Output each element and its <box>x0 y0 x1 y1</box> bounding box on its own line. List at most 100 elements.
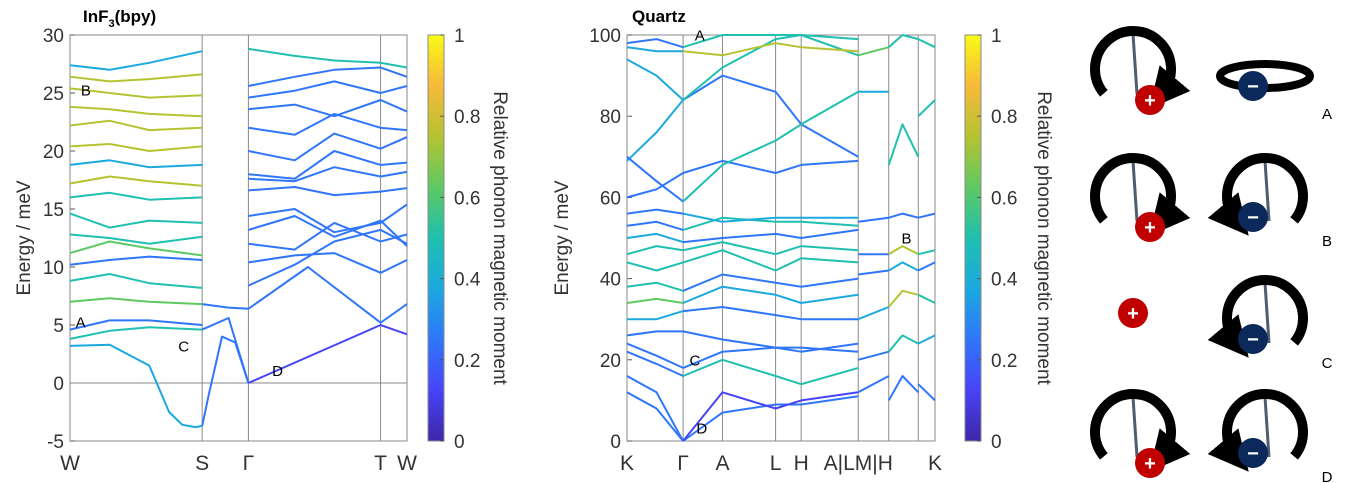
x-tick-label: K <box>928 452 942 475</box>
phonon-band <box>682 358 859 386</box>
y-tick-label: 20 <box>600 351 621 372</box>
row-label: D <box>1322 469 1333 483</box>
positive-charge <box>1135 212 1165 242</box>
y-tick-label: 20 <box>43 142 64 163</box>
phonon-band <box>69 343 203 429</box>
y-axis-label: Energy / meV <box>14 180 35 295</box>
y-tick-label: 15 <box>43 200 64 221</box>
rotation-unit: − <box>1207 152 1308 236</box>
phonon-band <box>69 240 203 257</box>
phonon-band <box>857 375 890 394</box>
x-tick-label: A <box>715 452 729 475</box>
phonon-band <box>626 350 684 377</box>
rotation-arrow <box>1207 152 1308 236</box>
x-tick-label: H <box>794 452 809 475</box>
phonon-band <box>682 216 859 231</box>
chart-title-inf3bpy: InF3(bpy) <box>83 7 156 30</box>
phonon-band <box>858 269 889 276</box>
phonon-band <box>626 232 684 244</box>
phonon-band <box>917 38 936 49</box>
axis-stick <box>1131 33 1139 95</box>
plot-frame <box>69 34 408 442</box>
rotation-diagram: + − A + − B + − C + − D <box>1090 25 1333 483</box>
phonon-band <box>857 306 890 321</box>
phonon-band <box>887 375 920 401</box>
phonon-band <box>248 215 408 247</box>
rotation-arrow <box>1090 152 1191 236</box>
charge-sign: + <box>1144 217 1156 239</box>
phonon-band <box>682 42 859 57</box>
colorbar-tick-label: 0.6 <box>991 188 1017 209</box>
phonon-band <box>626 220 684 231</box>
chart-inf3bpy: InF3(bpy) Energy / meV Relative phonon m… <box>14 7 510 475</box>
colorbar-label: Relative phonon magnetic moment <box>489 91 510 385</box>
phonon-band <box>918 249 936 256</box>
phonon-band <box>626 156 684 203</box>
phonon-band <box>248 166 408 183</box>
axis-stick <box>1131 396 1139 458</box>
y-tick-label: 0 <box>610 432 621 453</box>
x-tick-label: W <box>397 452 417 475</box>
colorbar-tick-label: 0.6 <box>454 188 480 209</box>
phonon-band <box>69 73 203 83</box>
positive-charge <box>1118 298 1148 328</box>
phonon-band <box>248 186 408 197</box>
phonon-band <box>917 99 936 117</box>
colorbar-tick-label: 1 <box>991 26 1002 47</box>
phonon-band <box>917 334 936 345</box>
colorbar-tick-label: 0.2 <box>454 351 480 372</box>
phonon-band <box>248 203 408 234</box>
row-label: B <box>1322 233 1332 250</box>
axis-stick <box>1263 160 1271 222</box>
colorbar-tick-label: 0.4 <box>454 270 481 291</box>
band-annotation: C <box>178 339 189 356</box>
phonon-band <box>626 330 684 337</box>
phonon-band <box>69 255 203 266</box>
negative-charge <box>1238 438 1268 468</box>
phonon-band <box>682 212 859 223</box>
y-axis-label: Energy / meV <box>552 180 573 295</box>
phonon-band <box>69 233 203 245</box>
charge-sign: − <box>1247 329 1259 351</box>
x-tick-label: K <box>620 452 634 475</box>
phonon-band <box>69 119 203 132</box>
phonon-band <box>626 391 684 442</box>
phonon-band <box>626 261 684 272</box>
rotation-unit: − <box>1207 274 1308 358</box>
phonon-band <box>248 80 408 99</box>
rotation-unit: + <box>1118 298 1148 328</box>
y-tick-label: 5 <box>53 316 64 337</box>
phonon-band <box>682 391 859 442</box>
y-tick-label: 0 <box>53 374 64 395</box>
phonon-band <box>247 266 408 324</box>
rotation-unit: − <box>1207 388 1308 472</box>
positive-charge <box>1135 85 1165 115</box>
charge-sign: + <box>1144 90 1156 112</box>
chart-quartz: Quartz Energy / meV Relative phonon magn… <box>552 7 1054 475</box>
x-tick-label: L <box>770 452 782 475</box>
phonon-band <box>918 212 936 219</box>
phonon-band <box>857 350 890 361</box>
phonon-band <box>626 172 684 199</box>
phonon-band <box>682 285 859 304</box>
x-tick-label: Γ <box>243 452 255 475</box>
negative-charge <box>1238 202 1268 232</box>
colorbar-tick-label: 0.8 <box>454 107 480 128</box>
negative-charge <box>1238 324 1268 354</box>
phonon-band <box>888 212 919 219</box>
phonon-band <box>248 66 408 87</box>
rotation-unit: + <box>1090 25 1191 115</box>
phonon-band <box>682 228 859 244</box>
phonon-band <box>888 34 919 48</box>
charge-sign: + <box>1144 453 1156 475</box>
charge-sign: − <box>1247 443 1259 465</box>
charge-sign: − <box>1247 76 1259 98</box>
y-tick-label: 10 <box>43 258 64 279</box>
phonon-band <box>858 216 889 223</box>
band-annotation: D <box>272 363 283 380</box>
chart-title-quartz: Quartz <box>632 7 686 26</box>
phonon-band <box>248 132 408 162</box>
y-tick-label: 40 <box>600 270 621 291</box>
phonon-band <box>69 175 203 187</box>
phonon-band <box>682 330 859 353</box>
